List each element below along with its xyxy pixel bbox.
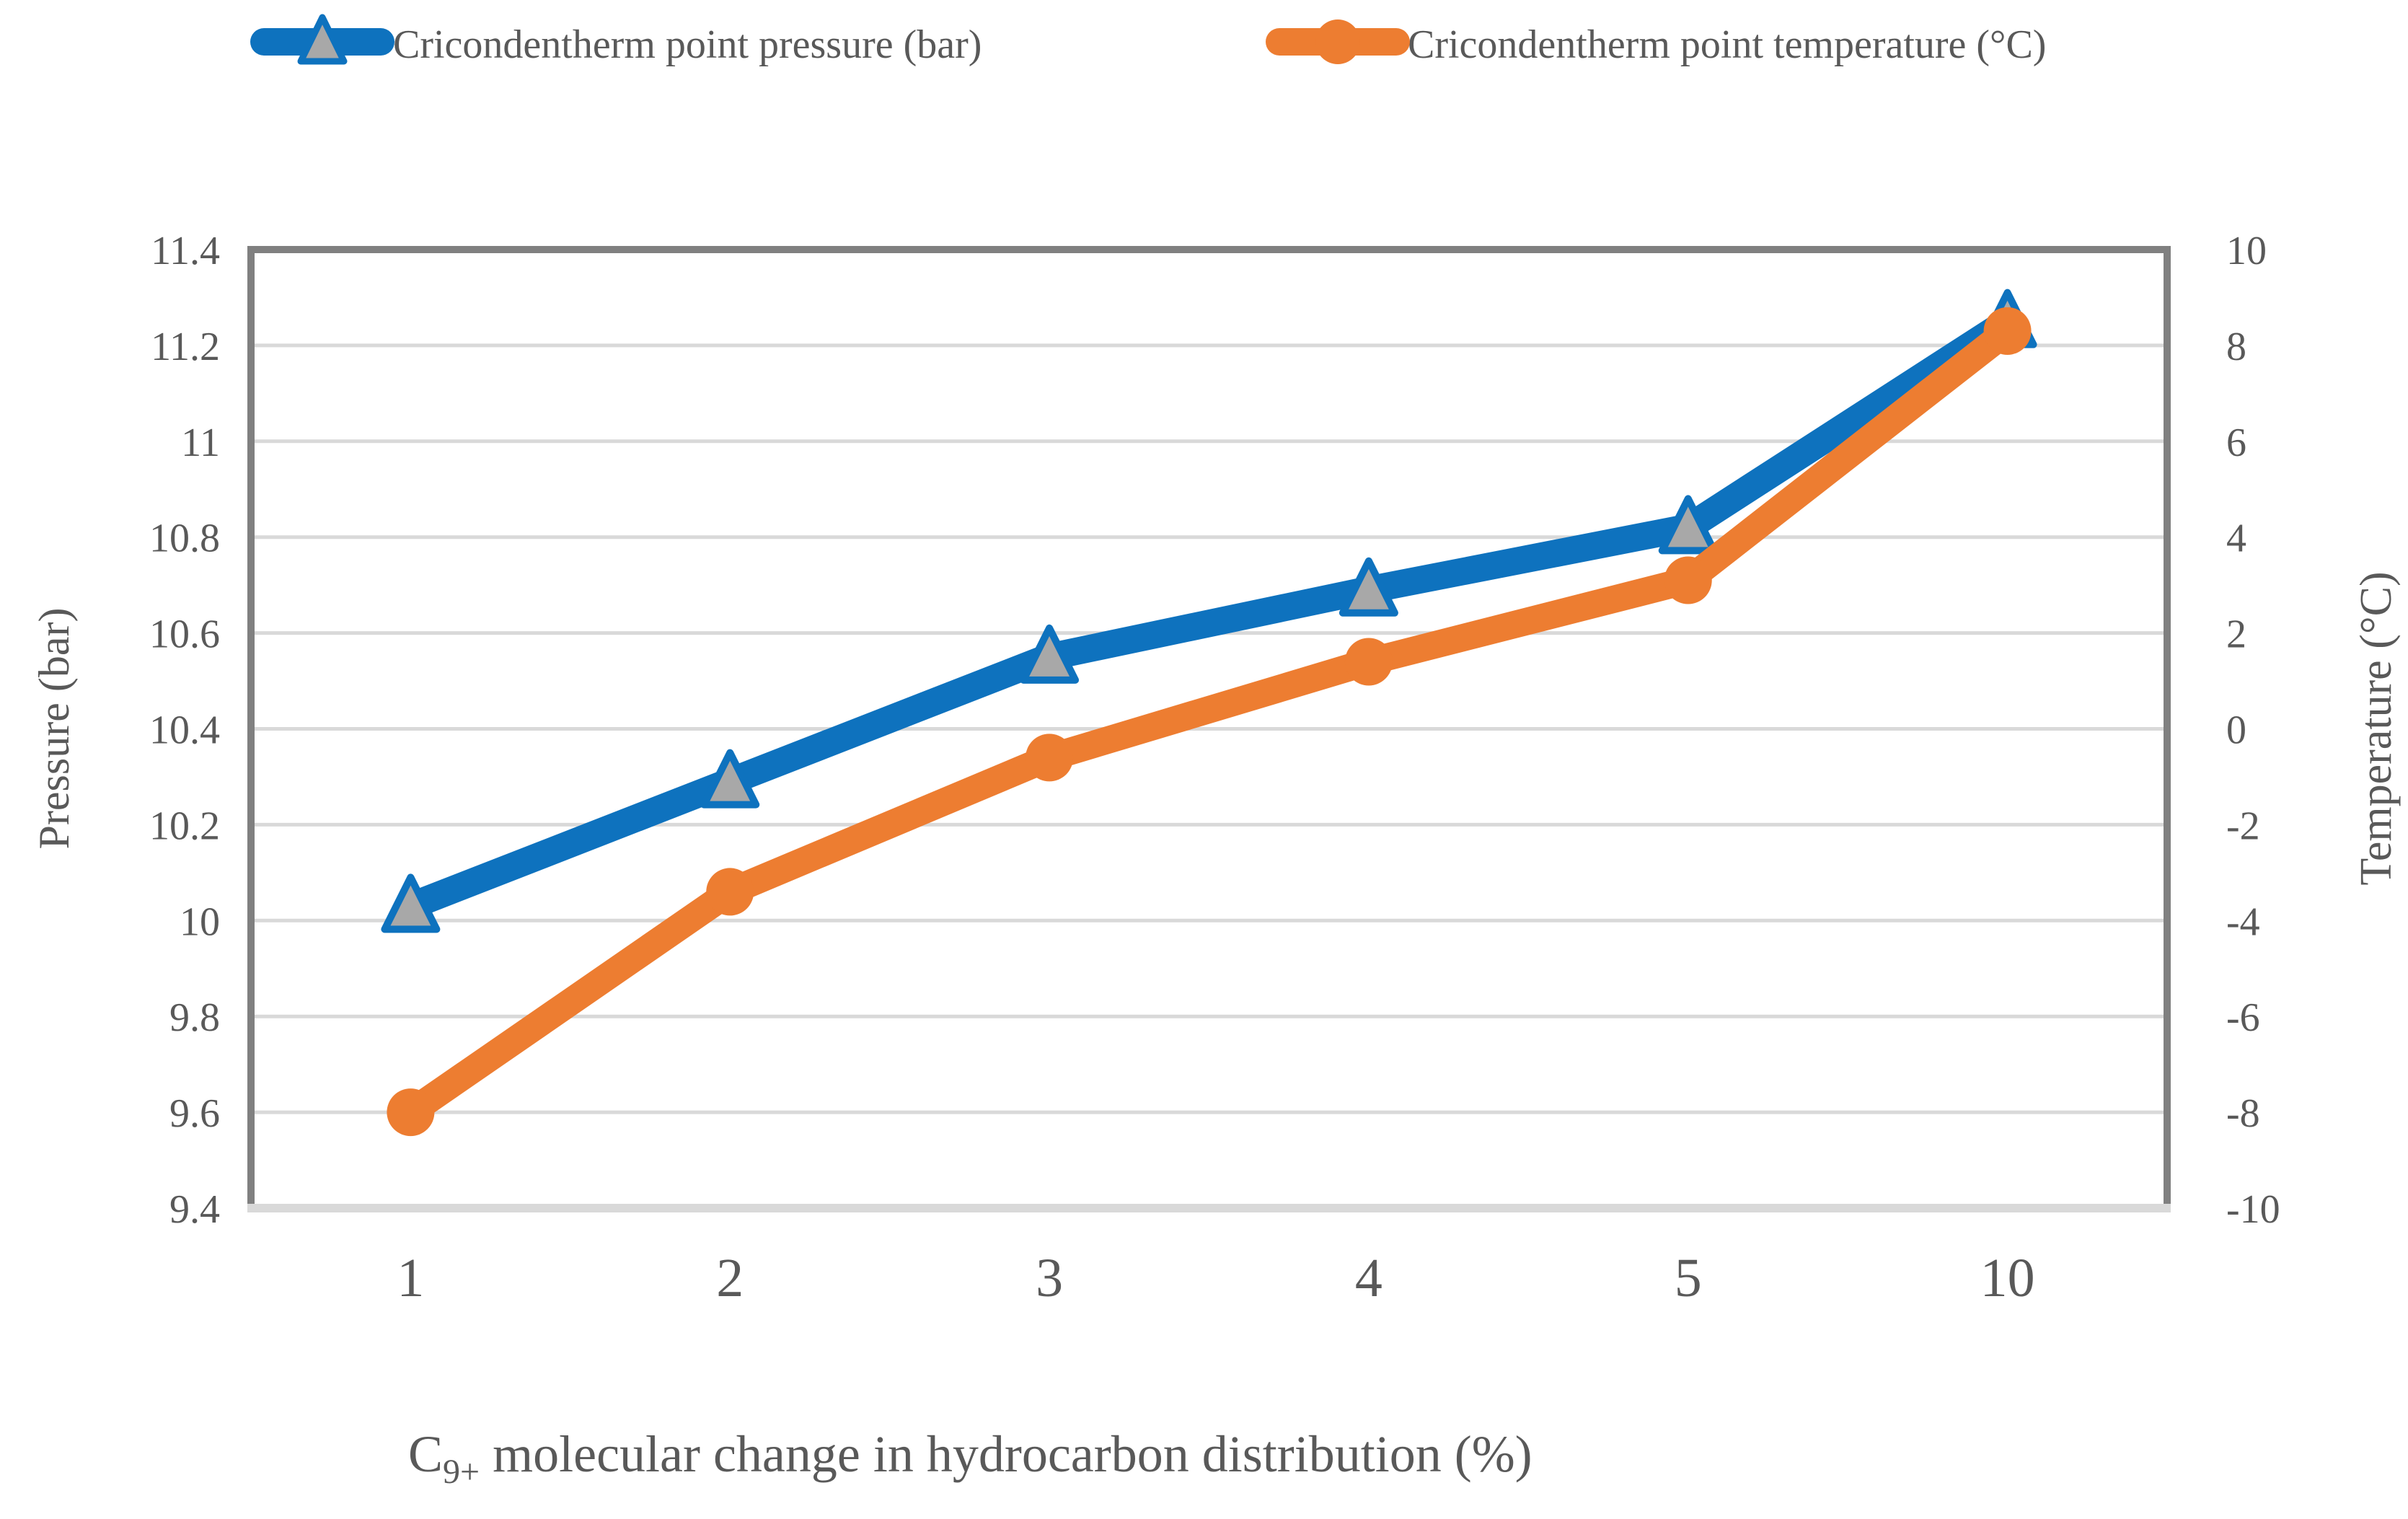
- legend-label-temperature: Cricondentherm point temperature (°C): [1408, 22, 2046, 67]
- right-axis-tick-label: -10: [2226, 1187, 2280, 1232]
- series-line: [397, 317, 2021, 1127]
- left-axis-tick-label: 11.2: [151, 325, 220, 369]
- series-pressure: [381, 289, 2037, 933]
- x-axis-tick-label: 2: [716, 1248, 744, 1308]
- right-axis-tick-label: 0: [2226, 708, 2246, 753]
- left-axis-tick-label: 10.4: [149, 708, 220, 753]
- left-axis-tick-label: 10: [180, 899, 220, 944]
- legend: Cricondentherm point pressure (bar) Cric…: [250, 14, 2046, 67]
- temperature-marker-circle: [1983, 307, 2032, 355]
- right-axis-tick-label: -8: [2226, 1091, 2260, 1136]
- x-axis-tick-label: 4: [1355, 1248, 1382, 1308]
- plot-border: [247, 246, 2171, 1212]
- right-axis-tick-label: 6: [2226, 421, 2246, 465]
- pressure-marker-triangle: [381, 873, 441, 933]
- temperature-marker-circle: [1344, 638, 1393, 686]
- series-temperature: [387, 307, 2032, 1137]
- x-axis-tick-label: 1: [397, 1248, 424, 1308]
- left-axis-tick-label: 10.2: [149, 803, 220, 848]
- x-axis-tick-labels: 1 2 3 4 5 10: [397, 1248, 2034, 1308]
- series-layer: [381, 289, 2037, 1137]
- series-line: [397, 307, 2021, 920]
- pressure-marker-triangle: [1020, 624, 1080, 684]
- right-axis-tick-label: 8: [2226, 325, 2246, 369]
- left-axis-tick-label: 10.8: [149, 516, 220, 561]
- right-axis-tick-label: 4: [2226, 516, 2246, 561]
- right-axis-tick-label: -2: [2226, 803, 2260, 848]
- legend-marker-triangle: [297, 14, 348, 65]
- right-axis-tick-label: -6: [2226, 995, 2260, 1040]
- left-axis-title: Pressure (bar): [30, 608, 78, 850]
- x-axis-title: C9+ molecular change in hydrocarbon dist…: [408, 1425, 1532, 1491]
- left-axis-tick-label: 11.4: [151, 229, 220, 273]
- right-axis-tick-labels: -10 -8 -6 -4 -2 0 2 4 6 8 10: [2226, 229, 2280, 1232]
- x-axis-tick-label: 10: [1980, 1248, 2035, 1308]
- right-axis-tick-label: 2: [2226, 612, 2246, 657]
- temperature-marker-circle: [387, 1088, 435, 1137]
- temperature-marker-circle: [1026, 734, 1074, 782]
- temperature-marker-circle: [1664, 556, 1712, 604]
- pressure-marker-triangle: [1338, 557, 1398, 617]
- left-axis-tick-label: 10.6: [149, 612, 220, 657]
- legend-label-pressure: Cricondentherm point pressure (bar): [393, 22, 982, 67]
- pressure-marker-triangle: [700, 749, 760, 809]
- x-axis-tick-label: 5: [1675, 1248, 1702, 1308]
- pressure-marker-triangle: [1658, 495, 1718, 555]
- legend-swatch-temperature: [1266, 19, 1410, 64]
- right-axis-tick-label: 10: [2226, 229, 2267, 273]
- x-axis-tick-label: 3: [1036, 1248, 1063, 1308]
- temperature-marker-circle: [706, 868, 754, 916]
- left-axis-tick-label: 9.4: [169, 1187, 220, 1232]
- right-axis-title: Temperature (°C): [2352, 571, 2401, 885]
- left-axis-tick-label: 9.6: [169, 1091, 220, 1136]
- right-axis-tick-label: -4: [2226, 899, 2260, 944]
- left-axis-tick-label: 9.8: [169, 995, 220, 1040]
- left-axis-tick-label: 11: [181, 421, 220, 465]
- legend-marker-circle: [1315, 19, 1360, 64]
- legend-swatch-pressure: [250, 14, 394, 65]
- left-axis-tick-labels: 9.4 9.6 9.8 10 10.2 10.4 10.6 10.8 11 11.2 11.4: [149, 229, 220, 1232]
